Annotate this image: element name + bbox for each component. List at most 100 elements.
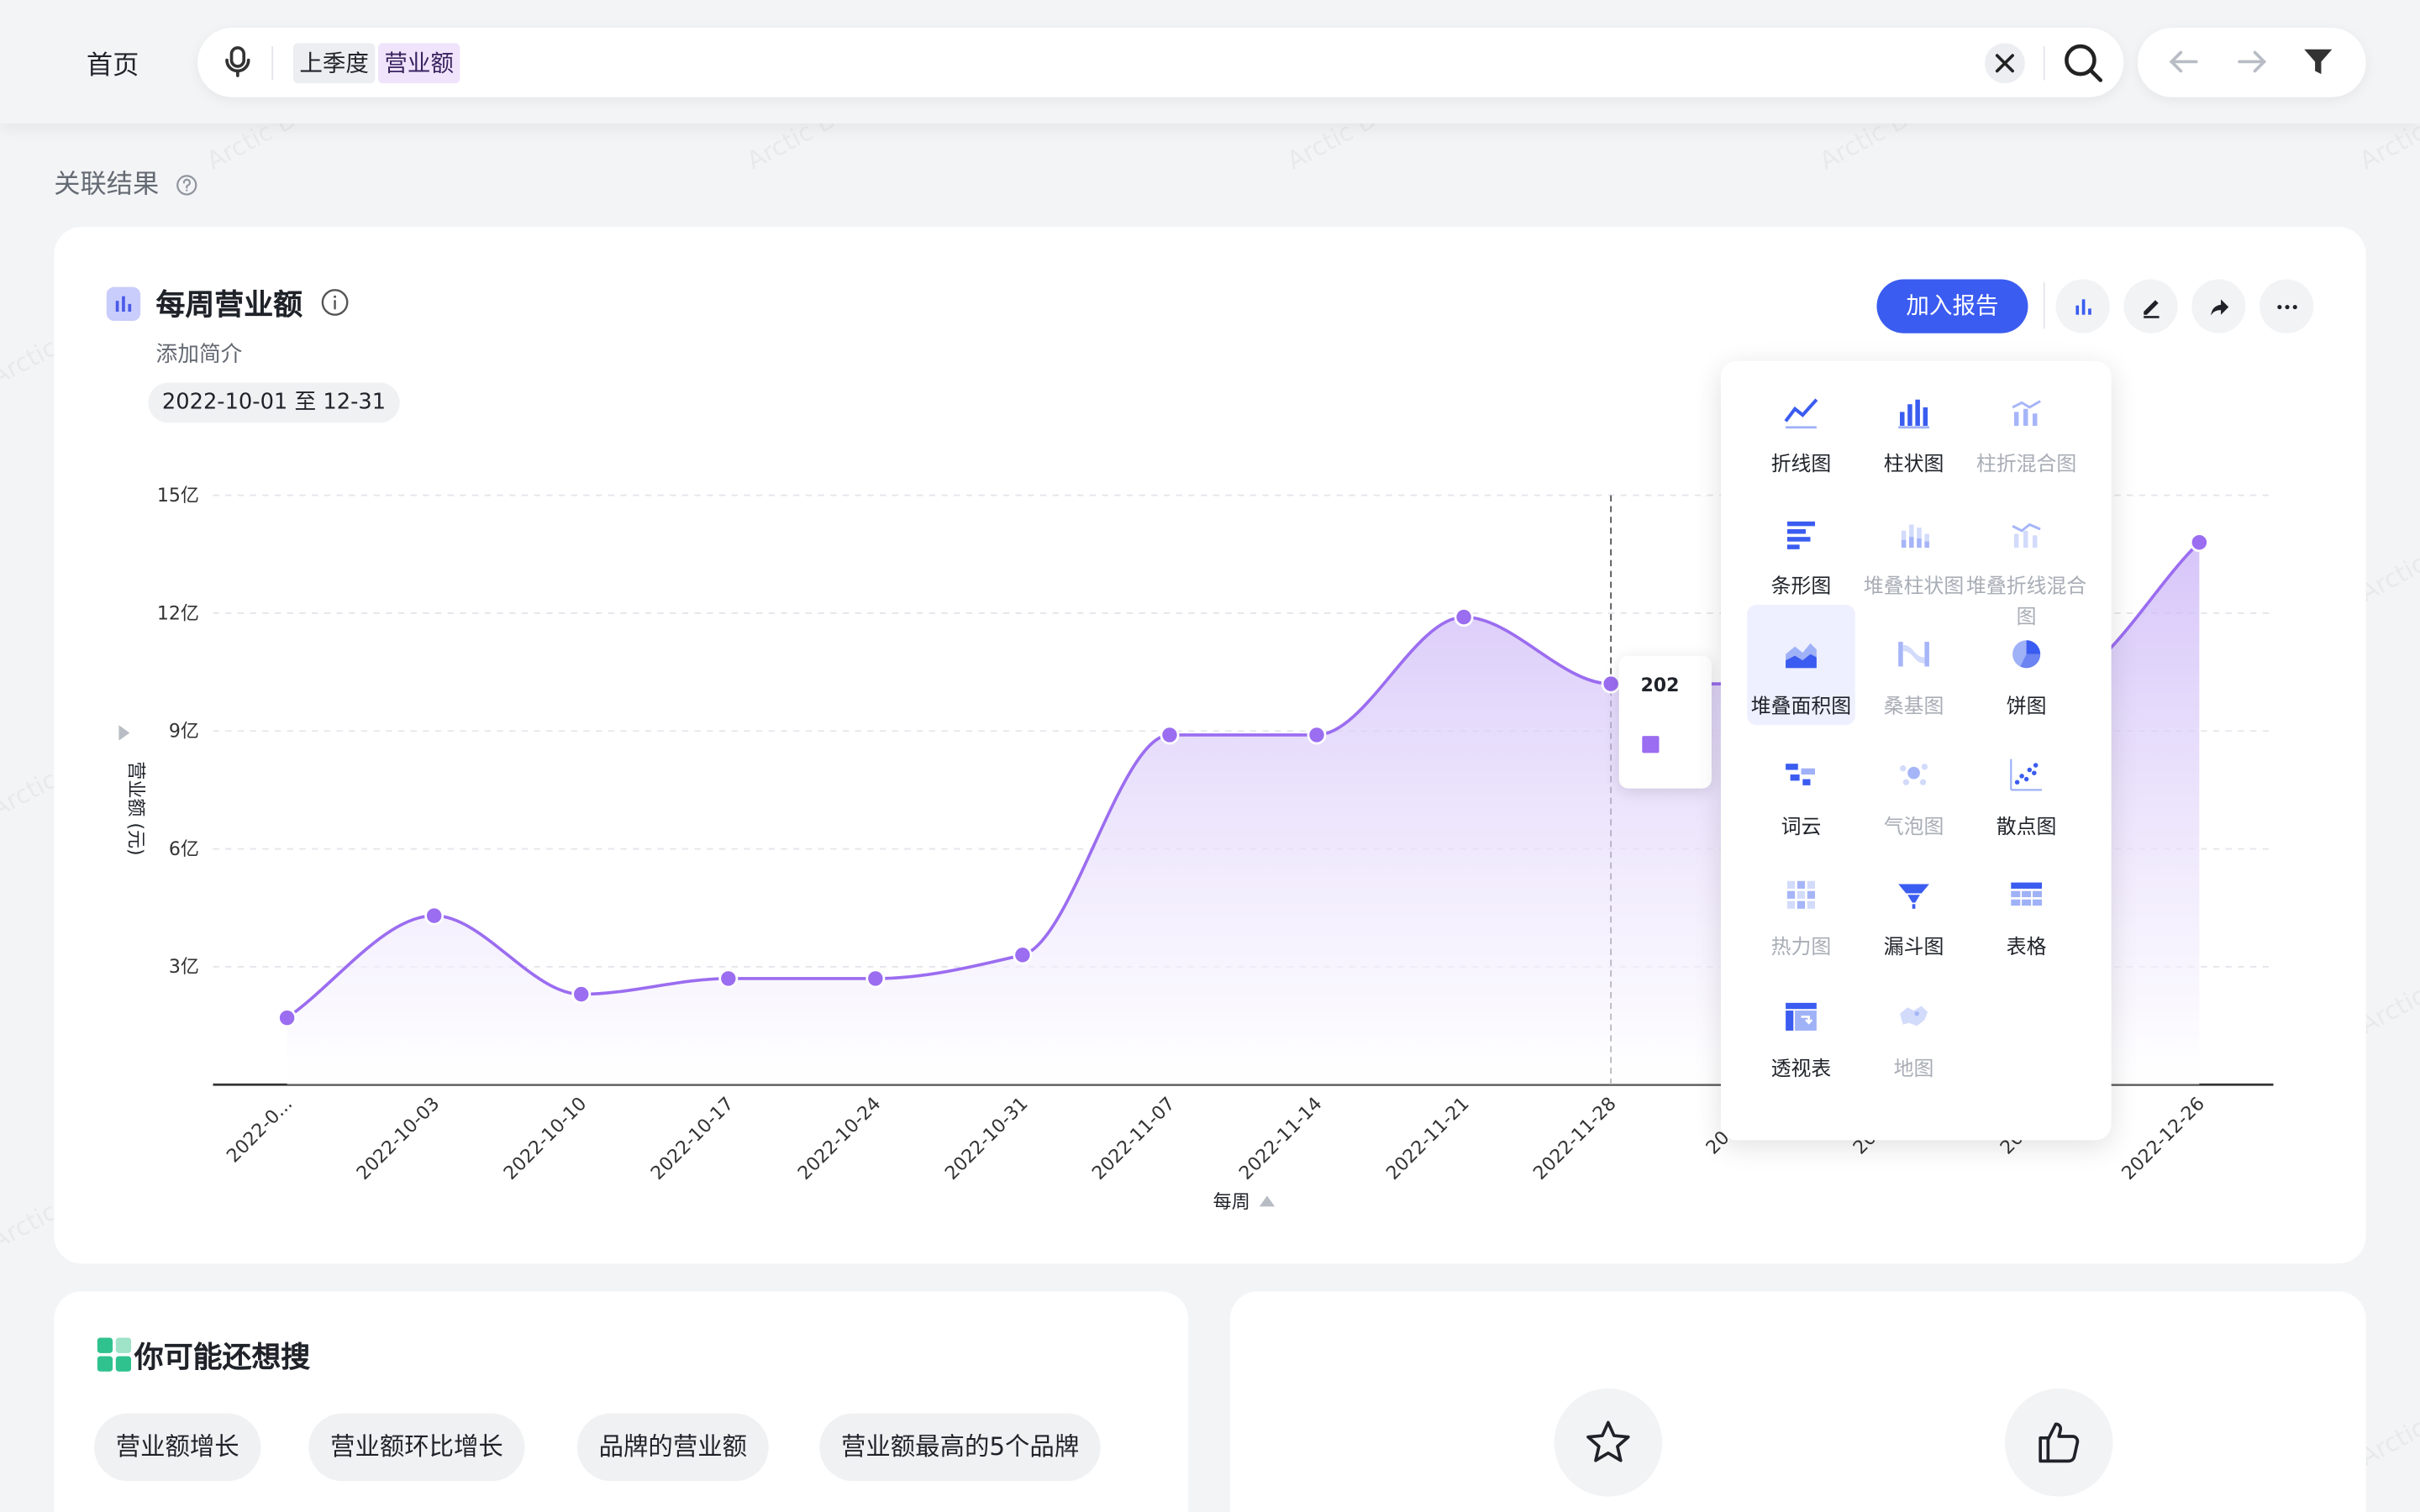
data-point[interactable] xyxy=(1454,607,1474,627)
chart-type-option[interactable]: 透视表 xyxy=(1747,968,1855,1088)
search-token[interactable]: 营业额 xyxy=(378,43,460,84)
add-description-link[interactable]: 添加简介 xyxy=(155,342,243,368)
chart-type-option[interactable]: 柱状图 xyxy=(1860,363,1968,483)
x-tick-label: 2022-11-07 xyxy=(1088,1094,1179,1184)
bubble-chart-icon xyxy=(1896,756,1933,793)
bar-chart-icon xyxy=(2075,298,2091,314)
chart-type-label: 柱状图 xyxy=(1883,454,1944,477)
data-point[interactable] xyxy=(1307,725,1327,745)
clear-icon[interactable] xyxy=(1985,43,2025,84)
back-arrow-icon[interactable] xyxy=(2167,45,2201,78)
share-icon xyxy=(2210,298,2228,315)
y-tick-label: 15亿 xyxy=(157,486,199,507)
suggestion-chip[interactable]: 品牌的营业额 xyxy=(576,1413,769,1482)
data-point[interactable] xyxy=(1160,725,1180,745)
card-title: 每周营业额 xyxy=(155,288,303,323)
sankey-icon xyxy=(1896,636,1933,673)
x-tick-label: 2022-10-03 xyxy=(353,1094,444,1184)
filter-icon[interactable] xyxy=(2302,45,2335,78)
suggestions-card: 你可能还想搜 营业额增长 营业额环比增长 品牌的营业额 营业额最高的5个品牌 xyxy=(54,1291,1189,1512)
share-button[interactable] xyxy=(2191,279,2246,333)
suggestions-title: 你可能还想搜 xyxy=(134,1341,311,1375)
search-bar[interactable]: 上季度 营业额 xyxy=(197,28,2124,97)
search-divider xyxy=(2043,46,2045,81)
chart-type-option[interactable]: 折线图 xyxy=(1747,363,1855,483)
x-tick-label: 2022-10-24 xyxy=(794,1094,885,1184)
nav-controls xyxy=(2137,28,2366,97)
chart-type-option[interactable]: 热力图 xyxy=(1747,846,1855,966)
chart-type-label: 饼图 xyxy=(2006,696,2047,719)
x-tick-label: 2022-10-10 xyxy=(500,1094,591,1184)
pie-chart-icon xyxy=(2008,636,2045,673)
section-label-text: 关联结果 xyxy=(54,170,160,201)
chart-type-option[interactable]: 表格 xyxy=(1972,846,2081,966)
x-tick-label: 2022-11-14 xyxy=(1235,1094,1326,1184)
bar-chart-icon xyxy=(106,286,141,322)
search-token[interactable]: 上季度 xyxy=(292,43,376,84)
expand-caret-icon[interactable] xyxy=(118,725,130,741)
thumbs-up-icon xyxy=(2039,1422,2080,1463)
chart-type-option[interactable]: 气泡图 xyxy=(1860,725,1968,845)
chart-type-label: 气泡图 xyxy=(1883,816,1944,840)
stacked-combo-icon xyxy=(2008,515,2045,552)
chart-type-menu: 折线图 柱状图 柱折混合图条形图 堆叠柱状图 堆叠折线混合图堆叠面积图 桑基图 饼图词云 气泡… xyxy=(1720,360,2112,1141)
microphone-icon[interactable] xyxy=(219,43,256,80)
date-range-chip[interactable]: 2022-10-01 至 12-31 xyxy=(148,382,400,423)
grid-icon xyxy=(97,1337,132,1372)
favorite-button[interactable] xyxy=(1554,1389,1663,1497)
edit-button[interactable] xyxy=(2123,279,2178,333)
search-icon[interactable] xyxy=(2062,42,2105,85)
data-point[interactable] xyxy=(1601,674,1621,694)
suggestion-chip[interactable]: 营业额最高的5个品牌 xyxy=(819,1413,1101,1482)
chart-type-option[interactable]: 堆叠面积图 xyxy=(1747,605,1855,726)
data-point[interactable] xyxy=(865,969,886,989)
chart-type-option[interactable]: 堆叠柱状图 xyxy=(1860,485,1968,605)
y-tick-label: 12亿 xyxy=(157,603,199,624)
data-point[interactable] xyxy=(571,984,592,1005)
x-tick-label: 2022-0... xyxy=(224,1094,297,1168)
info-icon[interactable] xyxy=(321,288,349,322)
sort-ascending-icon[interactable] xyxy=(1259,1195,1276,1207)
map-icon xyxy=(1896,998,1933,1035)
chart-type-option[interactable]: 漏斗图 xyxy=(1860,846,1968,966)
word-cloud-icon xyxy=(1782,756,1819,793)
data-point[interactable] xyxy=(424,906,445,926)
data-point[interactable] xyxy=(718,969,739,989)
chart-type-label: 散点图 xyxy=(1996,816,2057,840)
chart-type-button[interactable] xyxy=(2055,279,2110,333)
home-link[interactable]: 首页 xyxy=(86,50,139,82)
chart-type-option[interactable]: 桑基图 xyxy=(1860,605,1968,725)
chart-type-option[interactable]: 柱折混合图 xyxy=(1972,363,2081,483)
x-tick-label: 2022-11-21 xyxy=(1382,1094,1473,1184)
data-point[interactable] xyxy=(277,1008,297,1028)
help-icon[interactable] xyxy=(176,173,198,204)
more-button[interactable] xyxy=(2259,279,2314,333)
suggestion-chip[interactable]: 营业额环比增长 xyxy=(308,1413,525,1482)
chart-type-option[interactable]: 堆叠折线混合图 xyxy=(1966,485,2086,629)
like-button[interactable] xyxy=(2004,1389,2113,1497)
horizontal-bar-icon xyxy=(1782,515,1819,552)
tooltip-swatch xyxy=(1642,736,1660,753)
more-dots-icon xyxy=(2276,304,2296,309)
top-bar: 首页 上季度 营业额 xyxy=(0,0,2420,123)
chart-type-label: 表格 xyxy=(2006,936,2047,960)
data-point[interactable] xyxy=(2189,533,2209,553)
pivot-table-icon xyxy=(1782,998,1819,1035)
chart-type-option[interactable]: 散点图 xyxy=(1972,725,2081,845)
chart-type-option[interactable]: 饼图 xyxy=(1972,605,2081,725)
chart-type-label: 桑基图 xyxy=(1883,696,1944,719)
y-axis-title: 营业额 (元) xyxy=(124,761,145,855)
add-to-report-button[interactable]: 加入报告 xyxy=(1876,279,2028,333)
suggestion-chip[interactable]: 营业额增长 xyxy=(94,1413,261,1482)
bar-chart-icon xyxy=(1896,393,1933,430)
chart-type-label: 漏斗图 xyxy=(1883,936,1944,960)
data-point[interactable] xyxy=(1013,945,1033,965)
forward-arrow-icon[interactable] xyxy=(2235,45,2269,78)
chart-type-label: 透视表 xyxy=(1770,1058,1832,1082)
chart-type-option[interactable]: 地图 xyxy=(1860,968,1968,1088)
chart-type-option[interactable]: 词云 xyxy=(1747,725,1855,845)
heatmap-icon xyxy=(1782,876,1819,913)
chart-type-option[interactable]: 条形图 xyxy=(1747,485,1855,605)
chart-type-label: 柱折混合图 xyxy=(1975,454,2077,477)
chart-type-label: 词云 xyxy=(1781,816,1822,840)
